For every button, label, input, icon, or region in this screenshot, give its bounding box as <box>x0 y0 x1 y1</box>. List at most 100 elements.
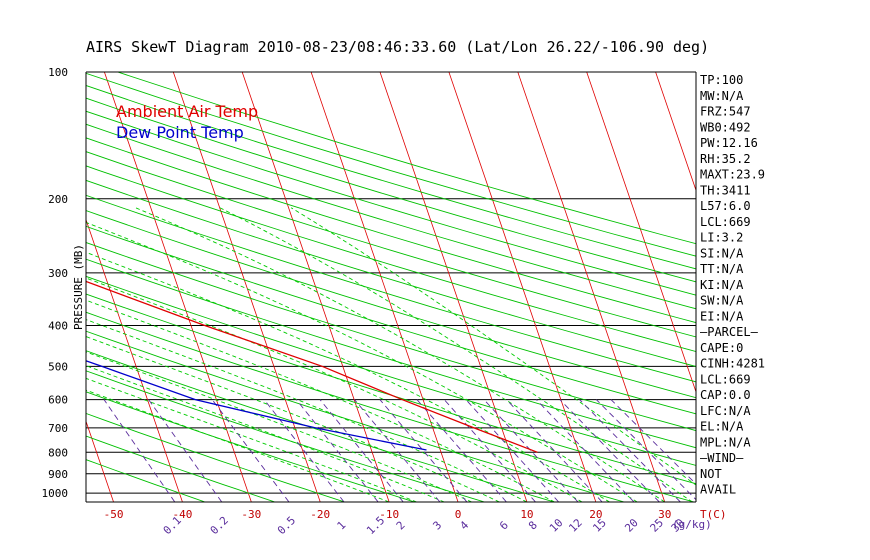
pressure-tick-label: 900 <box>48 468 68 481</box>
index-item: CINH:4281 <box>700 357 765 371</box>
index-item: NOT <box>700 467 722 481</box>
legend-dew-point-temp: Dew Point Temp <box>116 123 244 142</box>
index-item: SW:N/A <box>700 294 744 308</box>
chart-title: AIRS SkewT Diagram 2010-08-23/08:46:33.6… <box>86 38 709 56</box>
temp-unit-label: T(C) <box>700 508 727 521</box>
index-item: L57:6.0 <box>700 199 751 213</box>
mixing-ratio-line <box>379 399 468 502</box>
dry-adiabat-line <box>86 137 696 324</box>
moist-adiabat-line <box>219 207 693 502</box>
isotherm-line <box>448 72 597 502</box>
isotherm-line <box>310 72 459 502</box>
index-item: EL:N/A <box>700 420 744 434</box>
bottom-temp-tick-label: -50 <box>104 508 124 521</box>
dry-adiabat-line <box>86 194 696 383</box>
pressure-tick-label: 400 <box>48 320 68 333</box>
dry-adiabat-line <box>86 330 625 502</box>
mixing-ratio-line <box>465 399 560 502</box>
dry-adiabat-line <box>86 459 206 502</box>
isotherm-line <box>104 72 252 502</box>
mixing-ratio-line <box>483 399 579 502</box>
moist-adiabat-line <box>86 319 528 502</box>
bottom-temp-tick-label: -20 <box>310 508 330 521</box>
bottom-temp-tick-label: -10 <box>379 508 399 521</box>
grid-layer <box>86 72 696 502</box>
dry-adiabat-line <box>86 370 485 502</box>
pressure-tick-label: 300 <box>48 267 68 280</box>
mixing-ratio-line <box>579 399 681 502</box>
dry-adiabat-line <box>86 151 696 338</box>
mixing-ratio-tick-label: 2 <box>394 519 408 533</box>
dry-adiabat-line <box>86 275 696 466</box>
dry-adiabat-line <box>86 110 696 296</box>
dry-adiabat-line <box>86 311 695 502</box>
mixing-ratio-tick-label: 4 <box>457 518 471 532</box>
index-item: AVAIL <box>700 483 736 497</box>
isotherm-line <box>517 72 666 502</box>
legend: Ambient Air Temp Dew Point Temp <box>116 102 258 142</box>
mixing-ratio-line <box>506 399 603 502</box>
dry-adiabat-line <box>86 435 276 502</box>
index-item: LI:3.2 <box>700 231 743 245</box>
dry-adiabat-line <box>86 210 696 399</box>
bottom-temp-tick-label: 0 <box>455 508 462 521</box>
index-item: LCL:669 <box>700 372 751 386</box>
index-item: WB0:492 <box>700 120 751 134</box>
pressure-tick-label: 600 <box>48 394 68 407</box>
mixing-ratio-line <box>296 399 379 502</box>
isotherm-line <box>172 72 321 502</box>
index-item: MPL:N/A <box>700 435 751 449</box>
dry-adiabat-line <box>86 179 696 367</box>
index-item: LCL:669 <box>700 215 751 229</box>
index-item: RH:35.2 <box>700 152 751 166</box>
isotherm-line <box>655 72 696 192</box>
index-item: TT:N/A <box>700 262 744 276</box>
moist-adiabat-line <box>290 207 696 486</box>
pressure-tick-label: 1000 <box>42 487 69 500</box>
mixing-ratio-line <box>610 399 696 485</box>
pressure-tick-label: 500 <box>48 360 68 373</box>
pressure-tick-label: 800 <box>48 446 68 459</box>
bottom-temp-tick-label: 30 <box>658 508 671 521</box>
legend-ambient-air-temp: Ambient Air Temp <box>116 102 258 121</box>
moist-adiabat-line <box>86 377 417 502</box>
ambient-air-temp-line <box>86 280 538 453</box>
index-item: CAPE:0 <box>700 341 743 355</box>
mixing-ratio-line <box>443 399 536 502</box>
mixing-ratio-line <box>536 399 635 502</box>
dry-adiabat-line <box>86 242 696 432</box>
dry-adiabat-line <box>86 165 696 353</box>
dry-adiabat-line <box>86 293 696 485</box>
moist-adiabat-line <box>86 389 390 502</box>
index-item: LFC:N/A <box>700 404 751 418</box>
bottom-temp-tick-label: 20 <box>589 508 602 521</box>
mixing-ratio-tick-label: 0.5 <box>275 514 298 537</box>
mixing-ratio-tick-label: 1 <box>335 519 349 533</box>
mixing-ratio-tick-label: 6 <box>497 519 511 533</box>
index-item: SI:N/A <box>700 246 744 260</box>
isotherm-line <box>586 72 696 394</box>
mixing-ratio-line <box>148 399 223 502</box>
pressure-tick-label: 200 <box>48 193 68 206</box>
bottom-temp-tick-label: -30 <box>241 508 261 521</box>
isotherm-line <box>86 420 114 502</box>
pressure-tick-label: 100 <box>48 66 68 79</box>
pressure-tick-label: 700 <box>48 422 68 435</box>
dry-adiabat-line <box>86 350 555 502</box>
index-item: EI:N/A <box>700 309 744 323</box>
mixing-ratio-line <box>211 399 290 502</box>
moist-adiabat-line <box>86 336 500 502</box>
mixing-ratio-tick-label: 0.2 <box>208 514 231 537</box>
mixing-ratio-unit-label: (g/kg) <box>672 518 712 531</box>
index-item: MAXT:23.9 <box>700 168 765 182</box>
bottom-temp-tick-label: 10 <box>520 508 533 521</box>
mixing-ratio-line <box>354 399 441 502</box>
bottom-temp-tick-label: -40 <box>173 508 193 521</box>
moist-adiabat-line <box>86 299 555 502</box>
index-item: TP:100 <box>700 73 743 87</box>
dry-adiabat-line <box>86 412 345 502</box>
dry-adiabat-line <box>86 85 696 270</box>
index-item: CAP:0.0 <box>700 388 751 402</box>
